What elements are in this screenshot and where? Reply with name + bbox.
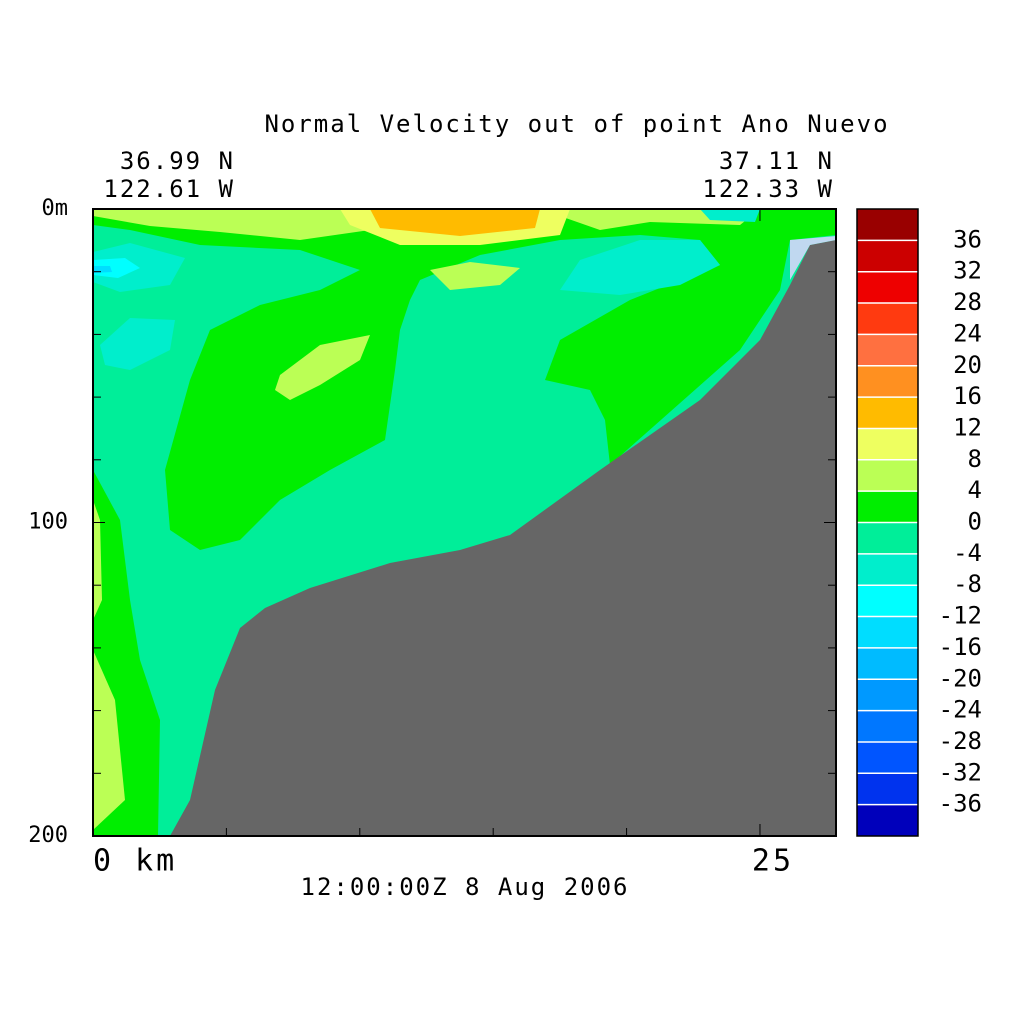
colorbar-band xyxy=(857,240,918,272)
left-lat: 36.99 N xyxy=(120,147,235,175)
contour-field xyxy=(93,209,836,836)
colorbar-band xyxy=(857,804,918,836)
colorbar-band xyxy=(857,459,918,492)
colorbar-label: 32 xyxy=(953,257,982,285)
time-label: 12:00:00Z 8 Aug 2006 xyxy=(301,873,630,901)
colorbar-label: -20 xyxy=(939,664,982,692)
x-tick-label: 25 xyxy=(752,844,794,879)
colorbar-frame xyxy=(856,208,919,837)
colorbar-band xyxy=(857,365,918,398)
colorbar-label: 12 xyxy=(953,413,982,441)
colorbar-band xyxy=(857,334,918,366)
colorbar-label: -4 xyxy=(953,539,982,567)
colorbar-label: 24 xyxy=(953,319,982,347)
colorbar-label: 36 xyxy=(953,225,982,253)
colorbar-band xyxy=(857,397,918,429)
contour-region xyxy=(700,209,760,222)
y-tick-label: 200 xyxy=(28,823,68,848)
colorbar-band xyxy=(857,710,918,742)
contour-region xyxy=(93,258,140,278)
contour-region xyxy=(100,318,175,370)
chart-title: Normal Velocity out of point Ano Nuevo xyxy=(264,110,889,138)
contour-region xyxy=(370,209,540,236)
contour-region xyxy=(93,500,102,620)
colorbar-label: 0 xyxy=(968,508,982,536)
contour-region xyxy=(93,209,370,240)
contour-region xyxy=(430,262,520,290)
land xyxy=(170,240,836,836)
y-tick-label: 100 xyxy=(28,510,68,535)
colorbar-band xyxy=(857,271,918,304)
colorbar-band xyxy=(857,303,918,335)
contour-region xyxy=(560,240,720,295)
left-lon: 122.61 W xyxy=(103,175,235,203)
missing-data xyxy=(790,236,836,280)
colorbar-band xyxy=(857,741,918,774)
colorbar-band xyxy=(857,679,918,711)
colorbar-label: -8 xyxy=(953,570,982,598)
colorbar-band xyxy=(857,553,918,586)
colorbar-label: 20 xyxy=(953,351,982,379)
colorbar-label: -36 xyxy=(939,790,982,818)
colorbar-band xyxy=(857,491,918,523)
colorbar-label: -28 xyxy=(939,727,982,755)
contour-region xyxy=(93,650,125,830)
colorbar-label: 16 xyxy=(953,382,982,410)
colorbar-band xyxy=(857,616,918,648)
right-lon: 122.33 W xyxy=(702,175,834,203)
colorbar-label: -12 xyxy=(939,602,982,630)
contour-region xyxy=(93,209,836,550)
colorbar-band xyxy=(857,585,918,617)
colorbar-label: 8 xyxy=(968,445,982,473)
x-tick-label: 0 km xyxy=(93,844,177,879)
colorbar-label: 4 xyxy=(968,476,982,504)
colorbar-label: 28 xyxy=(953,288,982,316)
y-tick-label: 0m xyxy=(42,196,69,221)
colorbar-label: -24 xyxy=(939,696,982,724)
colorbar-band xyxy=(857,773,918,805)
right-lat: 37.11 N xyxy=(719,147,834,175)
colorbar-band xyxy=(857,209,918,241)
colorbar-band xyxy=(857,428,918,460)
contour-region xyxy=(275,335,370,400)
colorbar-label: -32 xyxy=(939,758,982,786)
colorbar-band xyxy=(857,647,918,680)
colorbar-band xyxy=(857,522,918,554)
colorbar-label: -16 xyxy=(939,633,982,661)
